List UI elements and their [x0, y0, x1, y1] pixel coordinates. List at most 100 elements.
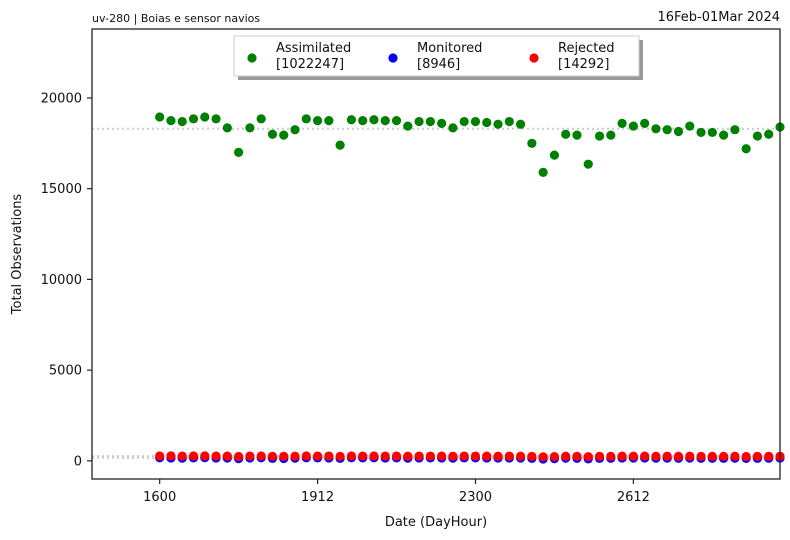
x-axis: 1600 1912 2300 2612 — [143, 479, 650, 505]
point-rejected-23 — [414, 451, 424, 461]
point-rejected-40 — [606, 451, 616, 461]
point-assimilated-37 — [572, 130, 582, 140]
legend-label-rejected: Rejected — [558, 41, 615, 56]
point-rejected-27 — [459, 451, 469, 461]
point-assimilated-40 — [606, 130, 616, 140]
legend-items: Assimilated[1022247] Monitored[8946] Rejec… — [247, 41, 615, 72]
point-assimilated-50 — [719, 130, 729, 140]
point-assimilated-22 — [403, 121, 413, 131]
point-rejected-52 — [741, 451, 751, 462]
point-rejected-22 — [403, 451, 413, 461]
point-assimilated-41 — [617, 118, 627, 128]
point-rejected-28 — [470, 451, 481, 461]
point-assimilated-10 — [267, 129, 278, 139]
point-assimilated-25 — [437, 118, 447, 128]
point-rejected-26 — [448, 451, 458, 461]
point-rejected-12 — [290, 451, 300, 461]
point-assimilated-43 — [640, 118, 650, 128]
point-assimilated-14 — [312, 116, 323, 126]
legend-count-assimilated: [1022247] — [276, 57, 344, 72]
point-rejected-25 — [437, 451, 447, 461]
point-assimilated-5 — [211, 114, 221, 124]
legend-label-assimilated: Assimilated — [276, 41, 351, 56]
point-assimilated-36 — [561, 129, 571, 139]
point-assimilated-15 — [324, 116, 334, 126]
point-assimilated-35 — [549, 150, 560, 160]
point-assimilated-16 — [335, 140, 345, 150]
point-assimilated-39 — [594, 131, 605, 141]
chart-title-left: uv-280 | Boias e sensor navios — [92, 12, 260, 25]
point-rejected-41 — [617, 451, 627, 461]
point-rejected-31 — [504, 451, 514, 461]
point-assimilated-45 — [662, 125, 672, 135]
point-rejected-19 — [369, 451, 379, 461]
point-rejected-33 — [527, 451, 537, 462]
point-rejected-24 — [425, 451, 435, 461]
point-assimilated-12 — [290, 125, 300, 135]
point-assimilated-24 — [425, 116, 435, 127]
legend-box — [233, 35, 640, 77]
point-rejected-32 — [515, 451, 526, 461]
point-assimilated-3 — [188, 114, 199, 124]
legend-marker-assimilated — [247, 53, 257, 63]
point-assimilated-33 — [527, 138, 537, 148]
point-rejected-49 — [707, 451, 717, 461]
data-series — [155, 112, 785, 464]
point-rejected-13 — [301, 451, 311, 461]
point-rejected-46 — [673, 451, 684, 461]
point-rejected-1 — [166, 451, 176, 461]
legend-marker-monitored — [388, 53, 398, 63]
point-assimilated-30 — [493, 119, 503, 129]
point-assimilated-11 — [279, 130, 289, 140]
point-assimilated-52 — [741, 144, 751, 154]
point-assimilated-32 — [515, 119, 526, 129]
y-tick-label-20000: 20000 — [41, 91, 82, 106]
point-rejected-34 — [538, 452, 548, 462]
point-rejected-9 — [256, 451, 266, 461]
point-rejected-44 — [651, 451, 661, 461]
point-assimilated-48 — [696, 127, 706, 138]
x-axis-label: Date (DayHour) — [385, 515, 487, 530]
x-tick-label-2612: 2612 — [617, 490, 650, 505]
point-rejected-11 — [279, 451, 289, 462]
point-assimilated-4 — [200, 112, 210, 122]
point-rejected-38 — [583, 452, 593, 462]
y-tick-label-0: 0 — [74, 454, 82, 469]
point-rejected-18 — [358, 451, 368, 461]
point-assimilated-2 — [177, 116, 187, 127]
point-rejected-37 — [572, 451, 582, 461]
point-assimilated-1 — [166, 116, 176, 126]
point-assimilated-47 — [685, 121, 695, 131]
point-rejected-30 — [493, 451, 503, 461]
point-assimilated-44 — [651, 124, 661, 134]
point-rejected-29 — [482, 451, 492, 461]
point-rejected-43 — [640, 451, 650, 461]
point-rejected-47 — [685, 451, 695, 461]
point-rejected-35 — [549, 451, 560, 462]
y-tick-label-10000: 10000 — [41, 273, 82, 288]
point-rejected-3 — [188, 451, 199, 461]
point-assimilated-53 — [752, 131, 763, 141]
legend-count-monitored: [8946] — [417, 57, 460, 72]
point-assimilated-49 — [707, 127, 717, 138]
point-assimilated-23 — [414, 116, 424, 127]
point-rejected-2 — [177, 451, 187, 461]
point-rejected-6 — [222, 451, 232, 461]
point-rejected-15 — [324, 451, 334, 461]
point-rejected-14 — [312, 451, 323, 461]
point-assimilated-17 — [346, 115, 357, 125]
y-tick-label-15000: 15000 — [41, 182, 82, 197]
y-tick-label-5000: 5000 — [49, 364, 82, 379]
point-rejected-21 — [391, 451, 402, 461]
series-assimilated — [155, 112, 785, 177]
legend-label-monitored: Monitored — [417, 41, 482, 56]
point-assimilated-18 — [358, 116, 368, 126]
point-assimilated-6 — [222, 123, 232, 133]
point-rejected-20 — [380, 451, 390, 461]
chart-title-right: 16Feb-01Mar 2024 — [657, 10, 780, 25]
point-assimilated-7 — [234, 147, 244, 157]
point-rejected-42 — [628, 451, 638, 461]
legend: Assimilated[1022247] Monitored[8946] Rejec… — [233, 35, 643, 80]
series-rejected — [155, 451, 785, 462]
point-assimilated-31 — [504, 116, 514, 127]
